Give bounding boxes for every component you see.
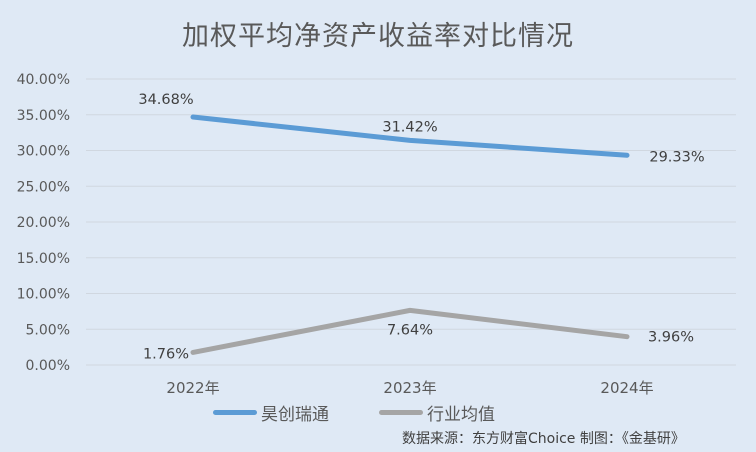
legend: 昊创瑞通 行业均值 [213,400,545,425]
legend-swatch-0 [213,410,257,415]
y-tick-label: 35.00% [17,108,70,124]
x-tick-label: 2024年 [600,379,653,397]
y-tick-label: 40.00% [17,72,70,88]
data-label: 29.33% [649,149,704,165]
data-label: 1.76% [143,346,189,362]
y-tick-label: 5.00% [26,322,70,338]
x-tick-label: 2023年 [383,379,436,397]
y-tick-label: 30.00% [17,144,70,160]
data-label: 34.68% [138,92,193,108]
series-line-0 [190,114,630,158]
data-label: 31.42% [382,119,437,135]
y-tick-label: 0.00% [26,358,70,374]
data-label: 7.64% [387,322,433,338]
y-tick-label: 25.00% [17,179,70,195]
legend-label-1: 行业均值 [427,405,495,425]
legend-swatch-1 [379,410,423,415]
legend-item-series-0: 昊创瑞通 [213,400,329,425]
legend-item-series-1: 行业均值 [379,400,495,425]
y-tick-label: 10.00% [17,287,70,303]
y-tick-label: 15.00% [17,251,70,267]
source-note: 数据来源：东方财富Choice 制图：《金基研》 [402,431,685,447]
legend-label-0: 昊创瑞通 [261,405,329,425]
series-line-1 [190,307,630,355]
chart-title: 加权平均净资产收益率对比情况 [182,21,574,52]
x-tick-label: 2022年 [166,379,219,397]
y-tick-label: 20.00% [17,215,70,231]
data-label: 3.96% [648,330,694,346]
